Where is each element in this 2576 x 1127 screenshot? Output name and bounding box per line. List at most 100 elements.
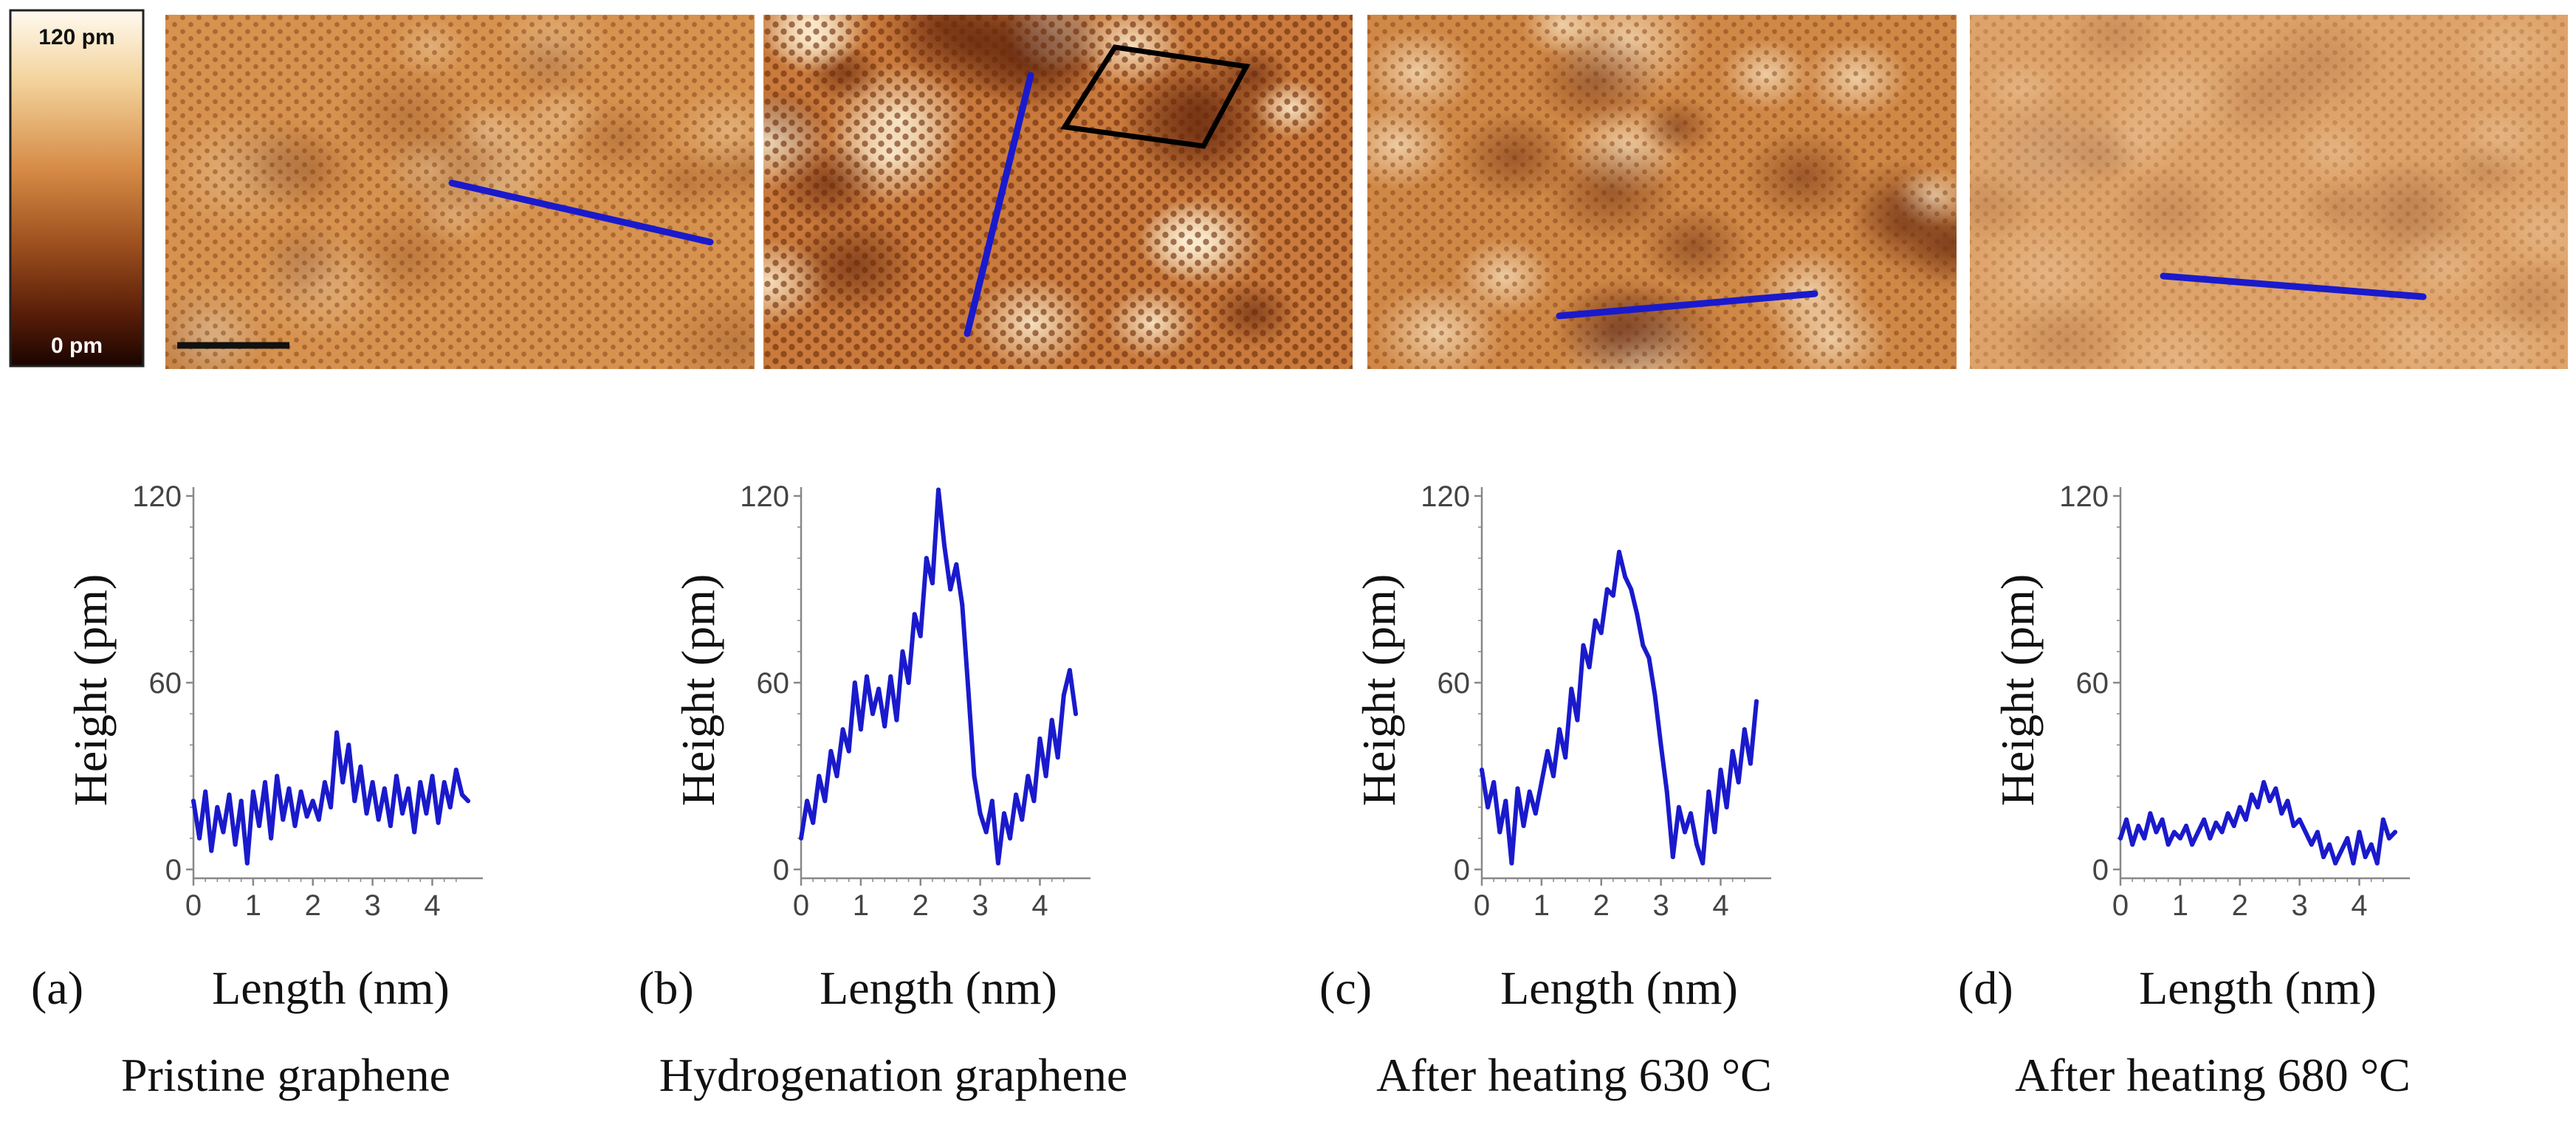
stm-image-b-lattice: [763, 15, 1353, 369]
data-point: [406, 786, 411, 791]
data-point: [382, 786, 387, 791]
data-point: [2303, 830, 2308, 835]
data-point: [2357, 830, 2362, 835]
data-point: [1497, 830, 1502, 835]
data-point: [292, 824, 298, 828]
stm-image-b: [763, 15, 1353, 369]
x-axis-label: Length (nm): [2139, 962, 2377, 1014]
x-tick-label: 4: [1712, 889, 1728, 922]
data-point: [442, 779, 447, 785]
data-point: [2297, 817, 2302, 822]
data-point: [453, 768, 458, 773]
data-point: [2345, 835, 2350, 841]
data-point: [2237, 804, 2242, 810]
y-tick-label: 60: [757, 667, 790, 700]
data-point: [1724, 804, 1729, 810]
data-point: [316, 817, 321, 822]
data-point: [2202, 817, 2207, 822]
data-point: [1700, 861, 1706, 866]
data-point: [1736, 779, 1741, 785]
data-point: [1598, 630, 1604, 635]
data-point: [978, 811, 983, 816]
data-point: [447, 804, 453, 810]
data-point: [1706, 789, 1711, 794]
panel-label: (b): [639, 962, 694, 1014]
data-point: [215, 804, 220, 810]
data-point: [2374, 861, 2380, 866]
data-point: [852, 680, 857, 685]
data-point: [1563, 755, 1568, 760]
data-point: [924, 556, 929, 561]
data-point: [2321, 855, 2326, 860]
data-point: [2380, 817, 2386, 822]
data-point: [1604, 587, 1610, 592]
y-tick-label: 0: [1454, 854, 1470, 886]
data-point: [1676, 804, 1681, 810]
x-tick-label: 2: [2232, 889, 2248, 922]
x-axis-label: Length (nm): [212, 962, 450, 1014]
data-point: [894, 717, 899, 723]
data-point: [2386, 835, 2391, 841]
data-point: [2393, 830, 2397, 835]
data-point: [329, 804, 333, 810]
y-axis-label: Height (pm): [672, 574, 724, 807]
data-point: [1545, 748, 1550, 754]
data-point: [244, 861, 250, 866]
data-point: [436, 820, 441, 825]
panel-label: (c): [1319, 962, 1372, 1014]
data-point: [2124, 817, 2129, 822]
panel-caption: Pristine graphene: [121, 1049, 450, 1101]
data-point: [1683, 830, 1687, 835]
data-point: [2184, 824, 2188, 828]
x-tick-label: 0: [793, 889, 809, 922]
data-point: [203, 789, 208, 794]
data-point: [1629, 587, 1634, 592]
data-point: [263, 779, 267, 785]
data-point: [257, 824, 261, 828]
chart-panel-c: 0 60 120 0 1 2 3 4 Height (pm) Length (nm) (c)Afte…: [1319, 480, 1772, 1101]
data-point: [2363, 855, 2368, 860]
data-point: [197, 835, 202, 841]
data-point: [2309, 842, 2314, 847]
data-point: [2267, 799, 2273, 804]
data-point: [822, 799, 828, 804]
y-axis-label: Height (pm): [1353, 574, 1405, 807]
data-point: [1067, 668, 1072, 673]
data-point: [340, 779, 346, 785]
data-point: [227, 792, 232, 797]
data-point: [1031, 799, 1037, 804]
data-point: [2249, 792, 2254, 797]
data-point: [2154, 830, 2159, 835]
data-point: [2333, 861, 2338, 866]
data-point: [1718, 768, 1723, 773]
height-profile-series: [799, 487, 1078, 866]
data-point: [1730, 748, 1735, 754]
panel-caption: After heating 680 °C: [2015, 1049, 2411, 1101]
y-tick-label: 0: [2092, 854, 2109, 886]
data-point: [1557, 727, 1562, 732]
data-point: [364, 811, 369, 816]
data-point: [352, 799, 357, 804]
data-point: [1026, 773, 1031, 779]
data-point: [430, 773, 435, 779]
data-point: [2243, 817, 2248, 822]
data-point: [370, 779, 375, 785]
data-point: [1593, 618, 1598, 623]
data-point: [989, 799, 995, 804]
data-point: [304, 814, 309, 819]
profile-line-d: [2160, 272, 2427, 300]
data-point: [948, 587, 953, 592]
data-point: [2130, 842, 2135, 847]
colorbar-max-label: 120 pm: [38, 25, 114, 49]
data-point: [298, 789, 303, 794]
data-point: [275, 773, 280, 779]
y-tick-label: 120: [132, 480, 182, 513]
data-point: [2118, 835, 2123, 841]
data-point: [2327, 842, 2332, 847]
x-tick-label: 3: [2291, 889, 2307, 922]
x-tick-label: 2: [1593, 889, 1610, 922]
data-point: [840, 727, 845, 732]
data-point: [1037, 736, 1043, 741]
data-point: [1049, 717, 1054, 723]
data-point: [870, 711, 875, 717]
